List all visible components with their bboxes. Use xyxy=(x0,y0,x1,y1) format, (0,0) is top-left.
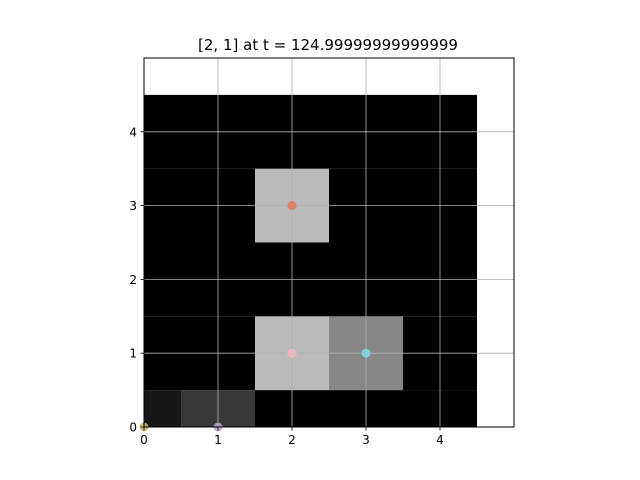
data-point-marker xyxy=(287,348,297,358)
y-tick-label: 3 xyxy=(129,199,137,213)
y-tick-label: 4 xyxy=(129,125,137,139)
data-point-marker xyxy=(287,201,297,211)
heatmap-cell xyxy=(144,390,181,427)
y-tick-label: 2 xyxy=(129,273,137,287)
x-tick-label: 2 xyxy=(288,433,296,447)
x-tick-label: 1 xyxy=(214,433,222,447)
heatmap-cells xyxy=(144,94,477,427)
y-tick-label: 0 xyxy=(129,421,137,435)
y-tick-label: 1 xyxy=(129,347,137,361)
x-tick-label: 0 xyxy=(140,433,148,447)
x-tick-label: 4 xyxy=(436,433,444,447)
x-tick-label: 3 xyxy=(362,433,370,447)
data-point-marker xyxy=(361,348,371,358)
plot-frame xyxy=(143,57,515,428)
chart-title: [2, 1] at t = 124.99999999999999 xyxy=(198,36,458,54)
axis-ticks: 0 1 2 3 4 0 1 2 3 4 xyxy=(129,125,443,447)
